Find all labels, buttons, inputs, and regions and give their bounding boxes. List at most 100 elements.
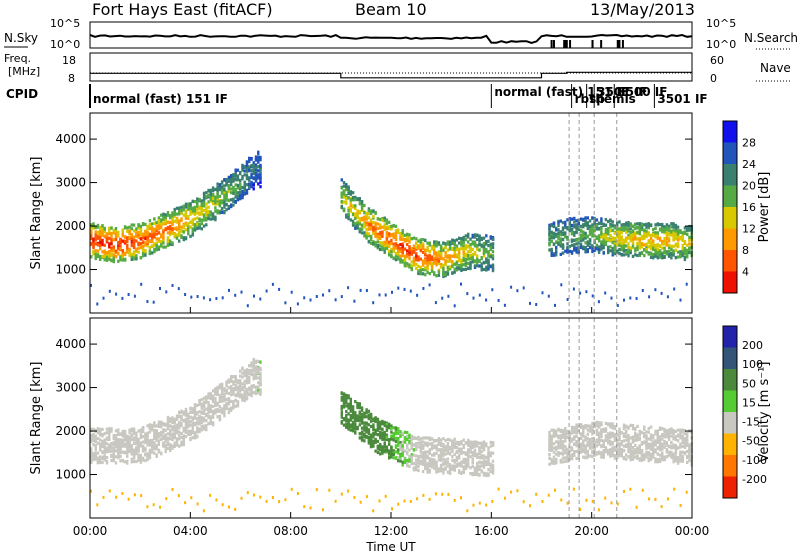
power-cell xyxy=(200,199,203,203)
velocity-cell xyxy=(379,434,382,439)
velocity-cell xyxy=(406,443,409,447)
power-cell xyxy=(241,189,244,193)
velocity-cell xyxy=(245,371,249,375)
power-cell xyxy=(627,251,630,255)
power-cell xyxy=(570,217,574,221)
velocity-cell xyxy=(137,457,140,461)
velocity-cell xyxy=(428,448,431,452)
power-cell xyxy=(207,210,210,214)
velocity-cell xyxy=(340,410,343,414)
power-cell xyxy=(591,246,594,250)
velocity-cell xyxy=(448,452,452,456)
power-cell xyxy=(388,226,391,230)
velocity-cell xyxy=(218,405,222,409)
velocity-cell xyxy=(397,451,400,455)
velocity-cell xyxy=(126,459,129,463)
velocity-cell xyxy=(223,387,226,391)
power-cell xyxy=(625,250,628,254)
power-cell xyxy=(148,224,152,228)
power-cell xyxy=(112,228,115,232)
power-cell xyxy=(491,242,495,246)
power-cell xyxy=(392,256,395,260)
power-cell xyxy=(184,213,188,218)
power-cell xyxy=(114,230,118,234)
power-cell xyxy=(683,252,687,256)
power-cell xyxy=(610,296,613,300)
power-cell xyxy=(570,251,574,255)
velocity-cell xyxy=(112,459,115,463)
power-cell xyxy=(379,226,382,230)
power-cell xyxy=(613,226,617,230)
velocity-cell xyxy=(347,404,350,408)
velocity-cell xyxy=(360,426,364,430)
power-cell xyxy=(117,233,120,237)
power-cell xyxy=(259,158,262,162)
velocity-cell xyxy=(421,446,425,450)
velocity-cell xyxy=(117,428,120,432)
power-cell xyxy=(360,216,364,220)
power-cell xyxy=(654,254,657,258)
power-cell xyxy=(101,230,104,234)
power-cell xyxy=(234,200,237,204)
velocity-cell xyxy=(220,408,224,412)
velocity-cell xyxy=(345,394,348,398)
power-cell xyxy=(151,240,154,244)
velocity-cell xyxy=(112,455,115,459)
power-cell xyxy=(670,232,673,236)
power-cell xyxy=(473,242,477,246)
power-cell xyxy=(166,241,170,245)
velocity-cell xyxy=(155,429,158,433)
velocity-cell xyxy=(433,463,436,467)
velocity-cell xyxy=(248,379,251,383)
power-cell xyxy=(259,297,262,301)
power-cell xyxy=(654,226,657,230)
power-cell xyxy=(451,247,454,251)
power-cell xyxy=(618,220,621,224)
power-cell xyxy=(575,224,578,228)
power-cell xyxy=(340,200,343,204)
power-cell xyxy=(184,222,188,226)
power-cell xyxy=(439,244,443,248)
power-cell xyxy=(640,225,644,229)
velocity-cell xyxy=(216,385,219,390)
power-cell xyxy=(611,241,614,245)
power-cell xyxy=(257,165,260,169)
velocity-cell xyxy=(415,436,418,440)
velocity-cell xyxy=(424,456,427,460)
power-cell xyxy=(178,224,181,228)
power-cell xyxy=(597,250,601,254)
velocity-cell xyxy=(460,471,463,476)
power-cell xyxy=(638,238,641,242)
power-cell xyxy=(473,234,477,238)
velocity-cell xyxy=(243,392,246,396)
colorbar-tick-label: 20 xyxy=(742,180,756,193)
power-cell xyxy=(171,284,174,287)
velocity-cell xyxy=(406,435,409,439)
power-cell xyxy=(397,245,400,249)
power-cell xyxy=(232,177,235,181)
velocity-cell xyxy=(351,421,355,425)
velocity-cell xyxy=(236,403,240,407)
velocity-cell xyxy=(369,424,373,429)
power-cell xyxy=(259,180,262,184)
power-cell xyxy=(419,257,422,261)
power-cell xyxy=(446,269,450,273)
velocity-cell xyxy=(259,377,262,381)
power-cell xyxy=(198,226,201,230)
power-cell xyxy=(686,255,689,259)
velocity-cell xyxy=(225,388,228,393)
power-cell xyxy=(151,236,154,240)
power-cell xyxy=(157,239,161,243)
velocity-cell xyxy=(426,470,429,474)
power-cell xyxy=(232,179,235,183)
power-cell xyxy=(550,251,553,255)
power-cell xyxy=(96,223,100,227)
power-cell xyxy=(485,298,488,302)
power-cell xyxy=(476,261,479,265)
velocity-cell xyxy=(108,427,111,431)
power-cell xyxy=(613,236,617,240)
velocity-cell xyxy=(196,434,199,438)
power-cell xyxy=(202,191,206,195)
power-cell xyxy=(223,200,226,204)
velocity-cell xyxy=(435,451,438,455)
